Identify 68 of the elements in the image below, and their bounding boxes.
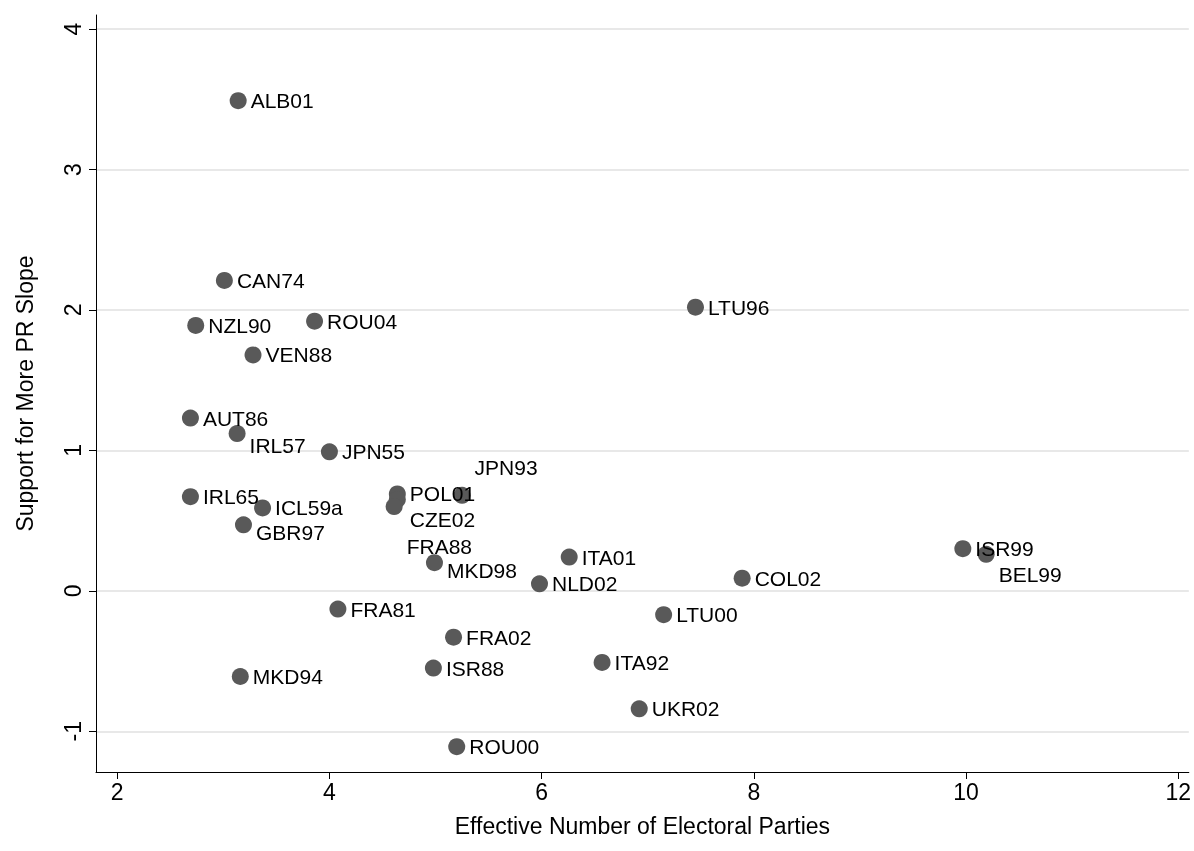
- data-label: ROU04: [327, 309, 398, 333]
- data-label: ITA01: [581, 545, 637, 569]
- data-label: FRA81: [350, 597, 416, 621]
- y-tick-label: 4: [59, 22, 86, 36]
- data-label: ISR99: [975, 537, 1034, 561]
- point: [954, 540, 972, 558]
- data-label: FRA88: [406, 535, 472, 559]
- data-label: ICL59a: [275, 496, 344, 520]
- y-tick-label: 1: [59, 443, 86, 457]
- point: [229, 92, 247, 110]
- point: [244, 346, 262, 364]
- point: [425, 554, 443, 572]
- y-tick-label: 0: [59, 584, 86, 598]
- data-label: CZE02: [409, 508, 476, 532]
- data-label: ISR88: [445, 656, 505, 680]
- point: [181, 488, 199, 506]
- point: [215, 271, 233, 289]
- data-label: JPN55: [341, 440, 405, 464]
- data-label: GBR97: [255, 521, 325, 545]
- point: [320, 443, 338, 461]
- data-label: LTU00: [676, 603, 738, 627]
- data-label: JPN93: [474, 455, 538, 479]
- y-tick-label: 2: [59, 303, 86, 317]
- point: [181, 409, 199, 427]
- data-label: COL02: [754, 566, 822, 590]
- data-label: CAN74: [236, 268, 305, 292]
- y-tick-label: 3: [59, 163, 86, 176]
- point: [733, 569, 751, 587]
- data-label: ITA92: [614, 650, 670, 674]
- x-axis-title: Effective Number of Electoral Parties: [454, 812, 831, 839]
- y-tick-label: -1: [59, 721, 86, 742]
- point: [560, 548, 578, 566]
- point: [385, 498, 403, 516]
- point: [306, 312, 324, 330]
- data-label: MKD94: [252, 665, 324, 688]
- point: [630, 700, 648, 718]
- data-label: ROU00: [469, 735, 540, 759]
- data-label: LTU96: [707, 295, 770, 319]
- data-label: UKR02: [651, 697, 720, 721]
- x-tick-label: 4: [323, 778, 337, 805]
- point: [593, 653, 611, 671]
- point: [187, 316, 205, 334]
- data-label: IRL65: [202, 485, 259, 509]
- y-axis-title: Support for More PR Slope: [11, 255, 38, 532]
- data-label: VEN88: [265, 343, 333, 367]
- data-label: NZL90: [208, 313, 272, 337]
- point: [448, 738, 466, 756]
- point: [329, 600, 347, 618]
- data-label: MKD98: [446, 559, 517, 583]
- point: [445, 628, 463, 646]
- point: [531, 575, 548, 593]
- data-label: IRL57: [249, 434, 306, 458]
- x-tick-label: 8: [747, 778, 761, 805]
- point: [228, 425, 246, 443]
- x-tick-label: 10: [953, 778, 979, 805]
- data-label: NLD02: [551, 572, 618, 596]
- point: [655, 606, 673, 624]
- x-tick-label: 12: [1165, 778, 1192, 805]
- point: [424, 659, 442, 677]
- data-label: AUT86: [202, 406, 269, 430]
- point: [686, 298, 704, 316]
- x-tick-label: 6: [535, 778, 549, 805]
- x-tick-label: 2: [110, 778, 124, 805]
- data-label: ALB01: [250, 89, 314, 113]
- point: [231, 668, 249, 685]
- point: [234, 516, 252, 534]
- data-label: FRA02: [466, 625, 532, 649]
- data-label: BEL99: [998, 562, 1062, 586]
